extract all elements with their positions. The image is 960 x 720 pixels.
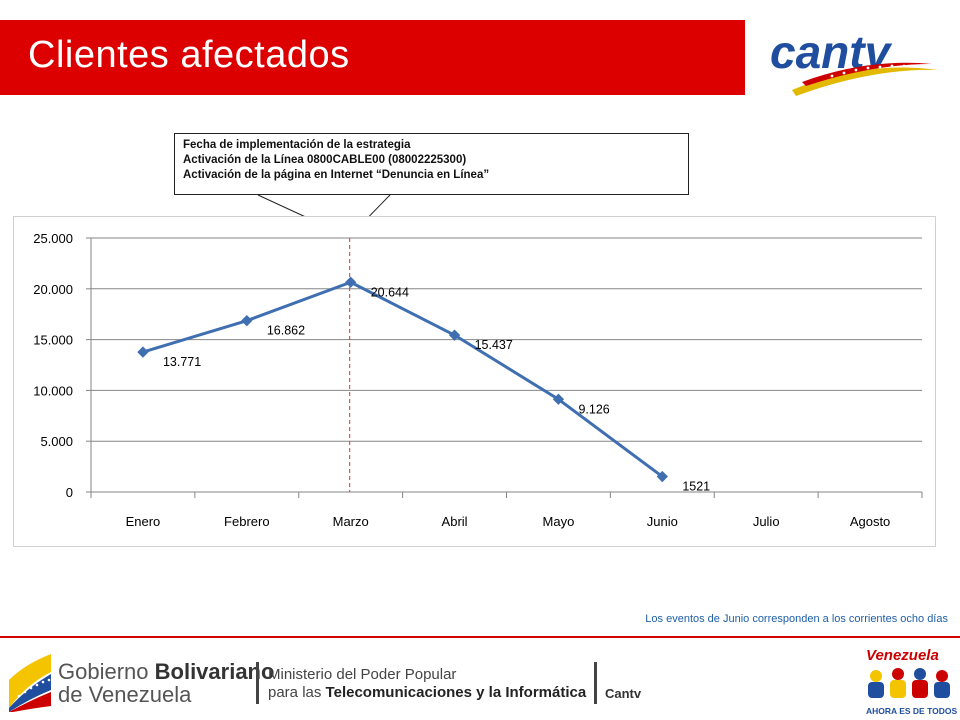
venezuela-ahora-logo: Venezuela AHORA ES DE TODOS [866,647,957,716]
y-tick-label: 15.000 [33,333,73,348]
data-point [552,393,565,405]
footer-divider [594,662,597,704]
x-tick-label: Febrero [224,514,270,529]
people-figures-icon [868,668,950,698]
callout-line-2: Activación de la Línea 0800CABLE00 (0800… [183,154,467,166]
x-tick-label: Junio [647,514,678,529]
footer-rule [0,636,960,638]
cantv-footer-label: Cantv [605,686,642,701]
data-label: 16.862 [267,324,305,338]
line-chart: 0 5.000 10.000 15.000 20.000 25.000 Enero Febre… [33,231,923,529]
title-bar: Clientes afectados [0,20,745,95]
footer-divider [256,662,259,704]
x-tick-label: Marzo [333,514,369,529]
data-label: 15.437 [475,338,513,352]
svg-text:Venezuela: Venezuela [866,647,939,664]
footnote: Los eventos de Junio corresponden a los … [645,613,948,625]
venezuela-flag-icon [9,654,51,712]
data-point [448,329,461,341]
page-title: Clientes afectados [28,34,350,76]
x-tick-label: Abril [442,514,468,529]
data-label: 13.771 [163,355,201,369]
series-line [142,280,664,478]
cantv-swoosh [792,67,938,96]
strategy-callout: Fecha de implementación de la estrategia… [174,133,689,195]
cantv-logo: cantv [770,26,938,96]
cantv-stars [830,64,918,78]
data-label: 9.126 [578,402,609,416]
x-tick-label: Mayo [543,514,575,529]
y-tick-label: 10.000 [33,383,73,398]
y-tick-label: 20.000 [33,282,73,297]
callout-line-1: Fecha de implementación de la estrategia [183,139,411,151]
y-tick-label: 0 [66,485,73,500]
y-tick-label: 25.000 [33,231,73,246]
x-tick-label: Agosto [850,514,890,529]
callout-line-3: Activación de la página en Internet “Den… [183,169,490,181]
chart-frame: 0 5.000 10.000 15.000 20.000 25.000 Enero Febre… [13,216,936,547]
data-label: 1521 [682,480,710,494]
data-point [345,276,357,288]
x-tick-label: Julio [753,514,780,529]
footer: Gobierno Bolivariano de Venezuela Minist… [0,640,960,720]
gobierno-label: Gobierno Bolivariano de Venezuela [58,659,275,707]
ministerio-label: Ministerio del Poder Popular para las Te… [268,666,587,701]
svg-text:AHORA ES DE TODOS: AHORA ES DE TODOS [866,706,957,716]
x-tick-label: Enero [126,514,161,529]
y-tick-label: 5.000 [40,434,73,449]
data-label: 20.644 [371,285,409,299]
data-point [241,315,253,327]
data-point [137,346,149,358]
